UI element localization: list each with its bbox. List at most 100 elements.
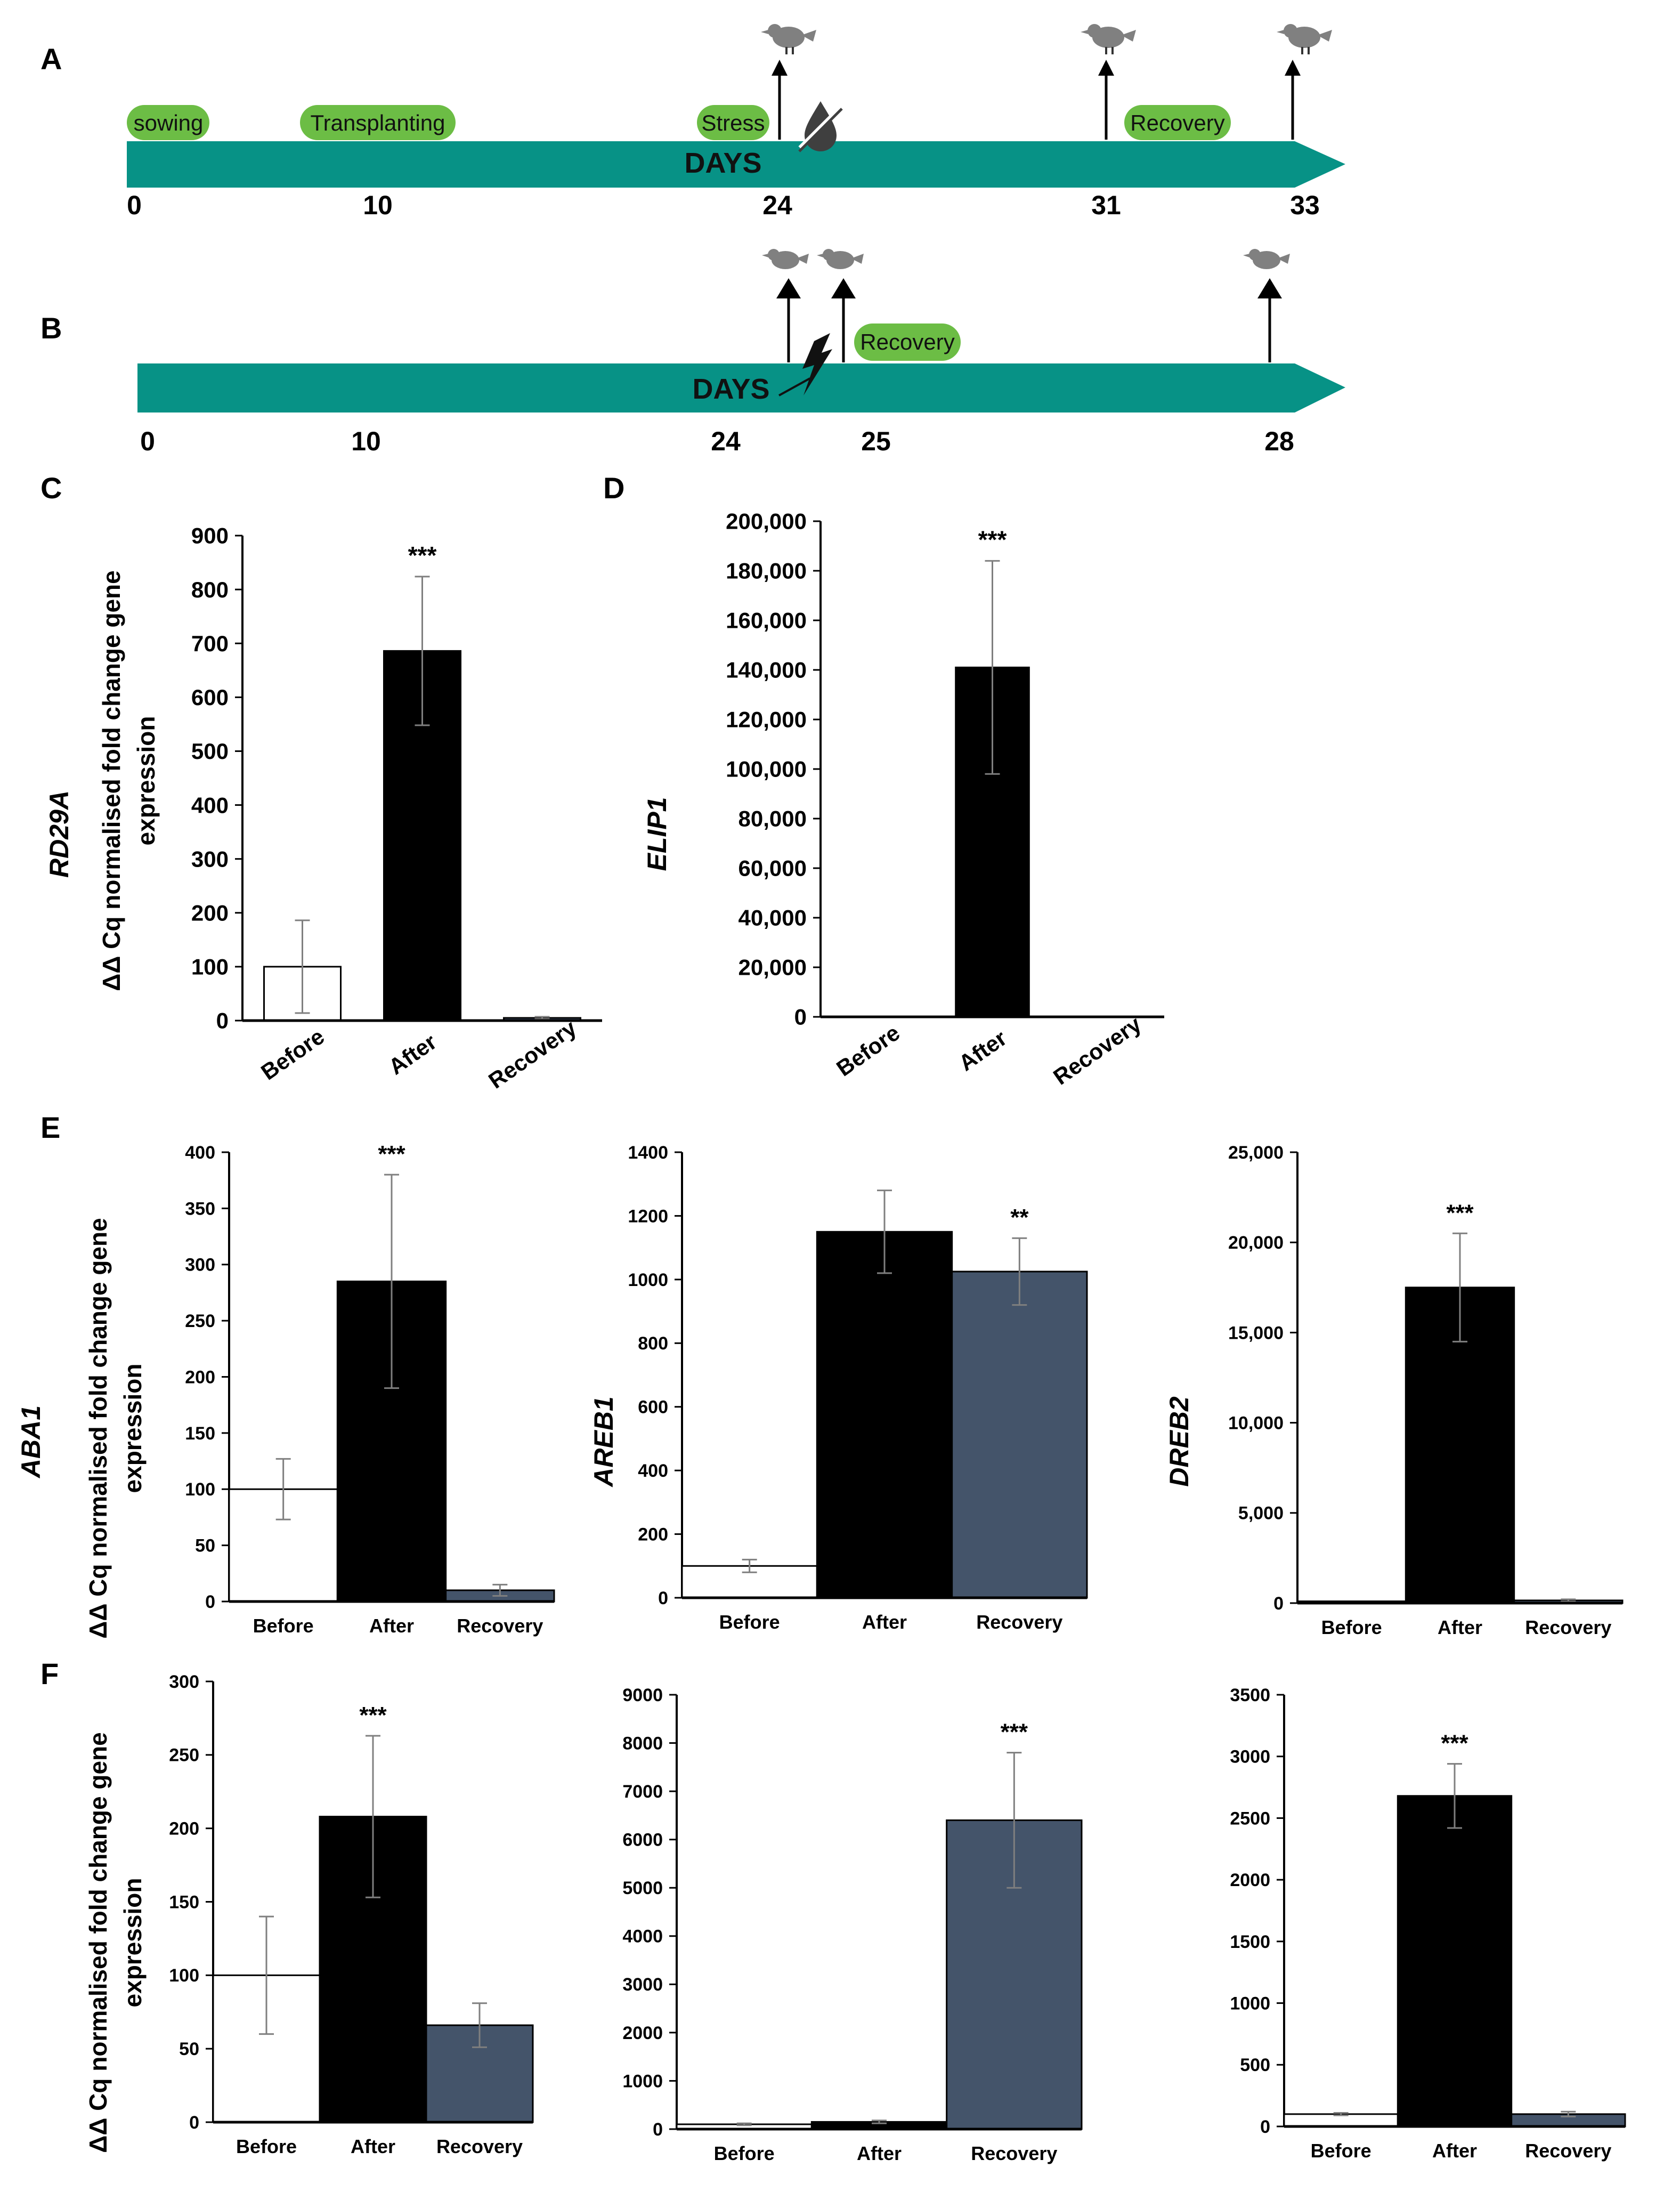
sampling-arrow-day24	[772, 60, 788, 140]
y-tick-label: 150	[169, 1892, 199, 1912]
y-tick-label: 500	[1240, 2055, 1270, 2075]
gene-label-elip1: ELIP1	[642, 797, 672, 871]
gene-label-areb1: AREB1	[589, 1396, 619, 1487]
y-tick-label: 1200	[628, 1206, 668, 1226]
significance-label: ***	[1001, 1719, 1028, 1745]
significance-label: **	[1010, 1204, 1029, 1231]
timeline-b-arrow-bar	[137, 363, 1345, 412]
sampling-arrow-day31	[1098, 60, 1114, 140]
y-tick-label: 200	[185, 1367, 215, 1387]
panel-letter-a: A	[40, 42, 62, 76]
y-tick-label: 800	[191, 577, 229, 602]
timeline-a-tick-0: 0	[127, 190, 142, 220]
chart-aba1: 0 50 100 150 200 250 300 350 400 Before *** After Re…	[185, 1141, 555, 1637]
y-tick-label: 10,000	[1228, 1413, 1284, 1434]
bird-icon	[1277, 24, 1332, 54]
category-label: Before	[253, 1615, 314, 1637]
bird-icon	[762, 249, 809, 269]
y-tick-label: 0	[658, 1588, 668, 1608]
y-tick-label: 700	[191, 631, 229, 656]
significance-label: ***	[1446, 1200, 1474, 1226]
timeline-a-tick-33: 33	[1290, 190, 1320, 220]
significance-label: ***	[1441, 1730, 1468, 1757]
no-water-drop-icon	[798, 101, 843, 152]
bar-recovery	[951, 1271, 1088, 1599]
y-tick-label: 250	[185, 1311, 215, 1331]
category-label: Recovery	[457, 1615, 543, 1637]
bar-after	[1397, 1795, 1513, 2128]
chart-f1: 0 50 100 150 200 250 300 Before *** After Recovery	[169, 1672, 534, 2157]
timeline-a-tick-31: 31	[1091, 190, 1121, 220]
y-tick-label: 400	[638, 1461, 668, 1481]
category-label: After	[954, 1025, 1011, 1076]
stage-label-sowing: sowing	[134, 110, 204, 135]
y-tick-label: 0	[189, 2113, 199, 2133]
timeline-b-axis-label: DAYS	[692, 373, 769, 405]
y-tick-label: 150	[185, 1423, 215, 1444]
y-tick-label: 300	[191, 846, 229, 871]
y-axis-title-line2-f: expression	[119, 1878, 147, 2008]
y-tick-label: 50	[179, 2039, 199, 2059]
category-label: Before	[832, 1020, 904, 1081]
timeline-b-tick-10: 10	[351, 426, 381, 456]
y-tick-label: 3500	[1230, 1685, 1270, 1705]
stage-label-recovery-a: Recovery	[1130, 110, 1224, 135]
bar-after	[383, 650, 461, 1022]
y-tick-label: 800	[638, 1333, 668, 1354]
y-tick-label: 3000	[622, 1975, 663, 1995]
y-tick-label: 0	[794, 1005, 807, 1030]
bird-icon	[1081, 24, 1136, 54]
y-tick-label: 3000	[1230, 1747, 1270, 1767]
chart-f2: 0 1000 2000 3000 4000 5000 6000 7000 8000 9000 Bef…	[622, 1685, 1083, 2164]
category-label: Before	[714, 2142, 775, 2164]
y-tick-label: 120,000	[726, 707, 807, 732]
sampling-arrow-day24	[776, 278, 801, 362]
y-axis-title-line1-c: ΔΔ Cq normalised fold change gene	[98, 570, 125, 991]
chart-elip1: 0 20,000 40,000 60,000 80,000 100,000 120,000 1…	[726, 509, 1164, 1090]
y-tick-label: 180,000	[726, 559, 807, 584]
gene-label-dreb2: DREB2	[1164, 1396, 1194, 1487]
significance-label: ***	[378, 1141, 405, 1167]
y-tick-label: 200	[191, 900, 229, 925]
y-axis-title-line2-e: expression	[119, 1364, 147, 1493]
y-axis-title-line2-c: expression	[132, 716, 160, 846]
y-tick-label: 0	[1260, 2117, 1270, 2137]
category-label: Recovery	[971, 2142, 1057, 2164]
timeline-a-arrow-bar	[127, 141, 1345, 188]
y-tick-label: 600	[191, 685, 229, 710]
panel-letter-d: D	[603, 471, 624, 505]
timeline-a-axis-label: DAYS	[684, 147, 761, 179]
y-tick-label: 0	[205, 1592, 215, 1612]
y-tick-label: 0	[1273, 1594, 1284, 1614]
y-tick-label: 2000	[1230, 1870, 1270, 1890]
timeline-b-tick-24: 24	[711, 426, 741, 456]
gene-label-rd29a: RD29A	[44, 790, 74, 878]
y-tick-label: 25,000	[1228, 1143, 1284, 1163]
stage-pill-recovery-b	[854, 323, 961, 361]
significance-label: ***	[359, 1702, 387, 1728]
category-label: After	[1432, 2140, 1477, 2162]
stage-pill-transplanting	[300, 105, 456, 140]
category-label: Before	[1311, 2140, 1371, 2162]
chart-f3: 0 500 1000 1500 2000 2500 3000 3500 Before *** Aft…	[1230, 1685, 1626, 2162]
y-tick-label: 1000	[622, 2071, 663, 2091]
y-tick-label: 1500	[1230, 1932, 1270, 1952]
y-tick-label: 900	[191, 523, 229, 548]
y-tick-label: 500	[191, 739, 229, 764]
category-label: After	[351, 2136, 395, 2157]
chart-areb1: 0 200 400 600 800 1000 1200 1400 Before After ** Re…	[628, 1143, 1088, 1633]
category-label: Before	[256, 1024, 329, 1085]
stage-pill-stress	[697, 105, 769, 140]
category-label: After	[369, 1615, 414, 1637]
category-label: After	[862, 1611, 907, 1633]
panel-letter-c: C	[40, 471, 62, 505]
category-label: Before	[719, 1611, 780, 1633]
timeline-a-tick-24: 24	[762, 190, 792, 220]
y-tick-label: 7000	[622, 1782, 663, 1802]
chart-dreb2: 0 5,000 10,000 15,000 20,000 25,000 Before *** A…	[1228, 1143, 1624, 1638]
y-tick-label: 200	[169, 1819, 199, 1839]
y-tick-label: 100,000	[726, 757, 807, 782]
y-tick-label: 350	[185, 1199, 215, 1219]
y-axis-title-line1-f: ΔΔ Cq normalised fold change gene	[84, 1732, 112, 2153]
